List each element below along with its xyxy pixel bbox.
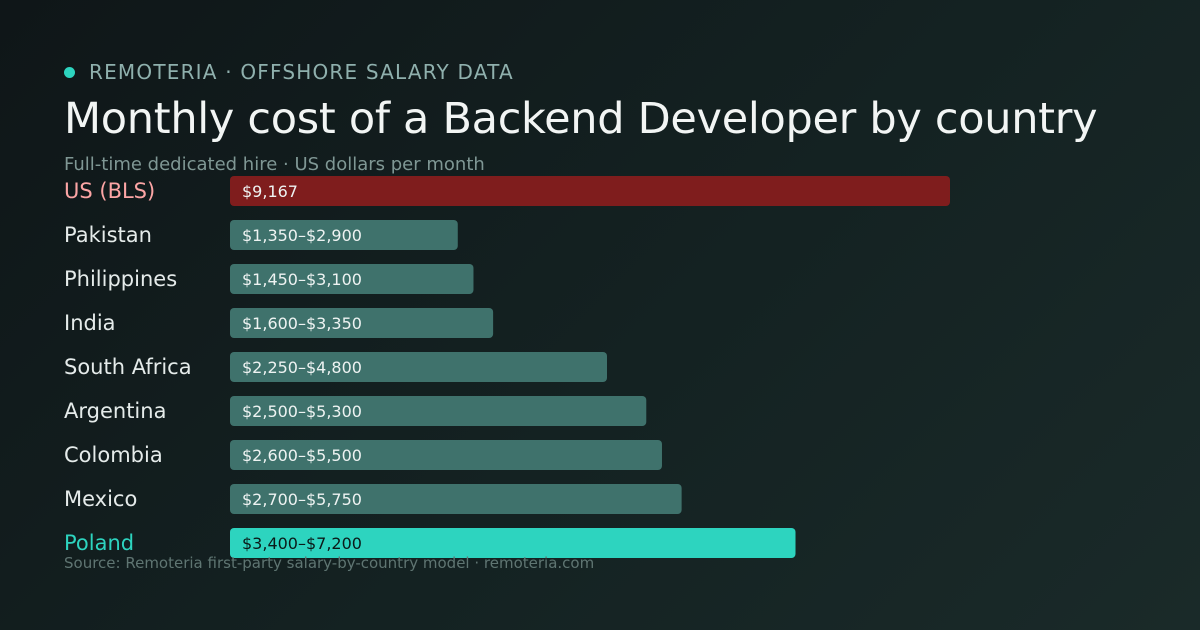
value-label-poland: $3,400–$7,200 xyxy=(242,534,362,553)
source-note: Source: Remoteria first-party salary-by-… xyxy=(64,554,595,572)
bar-south-africa xyxy=(230,352,608,382)
value-label-pakistan: $1,350–$2,900 xyxy=(242,226,362,245)
category-label-colombia: Colombia xyxy=(64,443,163,467)
category-label-poland: Poland xyxy=(64,531,134,555)
category-label-south-africa: South Africa xyxy=(64,355,192,379)
value-label-us-bls: $9,167 xyxy=(242,182,298,201)
brand-label: REMOTERIA · OFFSHORE SALARY DATA xyxy=(89,60,514,84)
value-label-india: $1,600–$3,350 xyxy=(242,314,362,333)
brand: REMOTERIA · OFFSHORE SALARY DATA xyxy=(64,60,514,84)
bar-us-bls xyxy=(230,176,950,206)
category-label-argentina: Argentina xyxy=(64,399,166,423)
bar-mexico xyxy=(230,484,682,514)
bar-philippines xyxy=(230,264,474,294)
bar-poland xyxy=(230,528,796,558)
bar-argentina xyxy=(230,396,647,426)
category-label-philippines: Philippines xyxy=(64,267,177,291)
category-label-india: India xyxy=(64,311,116,335)
brand-dot-icon xyxy=(64,66,75,78)
value-label-colombia: $2,600–$5,500 xyxy=(242,446,362,465)
category-label-pakistan: Pakistan xyxy=(64,223,152,247)
chart-subtitle: Full-time dedicated hire · US dollars pe… xyxy=(64,154,485,175)
value-label-mexico: $2,700–$5,750 xyxy=(242,490,362,509)
category-label-us-bls: US (BLS) xyxy=(64,179,155,203)
bar-colombia xyxy=(230,440,662,470)
bar-pakistan xyxy=(230,220,458,250)
value-label-argentina: $2,500–$5,300 xyxy=(242,402,362,421)
value-label-philippines: $1,450–$3,100 xyxy=(242,270,362,289)
chart-title: Monthly cost of a Backend Developer by c… xyxy=(64,94,1098,144)
bar-india xyxy=(230,308,494,338)
value-label-south-africa: $2,250–$4,800 xyxy=(242,358,362,377)
category-label-mexico: Mexico xyxy=(64,487,137,511)
